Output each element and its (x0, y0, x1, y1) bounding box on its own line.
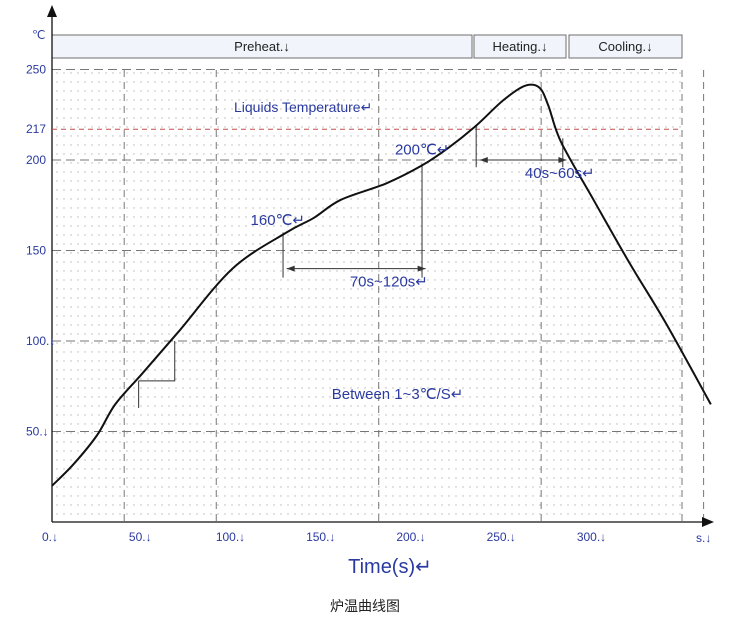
y-tick-label: 150 (26, 244, 46, 258)
dotted-background (52, 70, 682, 522)
x-axis-arrow-icon (702, 517, 714, 527)
annotation-label: 160℃↵ (251, 212, 305, 229)
x-axis-label: Time(s)↵ (348, 556, 432, 578)
phase-box-cooling (568, 34, 683, 59)
reference-line: Liquids Temperature↵ (52, 99, 682, 130)
axes: ℃ s.↓ (32, 5, 714, 545)
x-tick-label: 0.↓ (42, 530, 58, 544)
dot-pattern-area (52, 70, 682, 522)
phase-bar: Preheat.↓ Heating.↓ Cooling.↓ (51, 34, 683, 59)
x-tick-label: 250.↓ (487, 530, 516, 544)
phase-box-heating (473, 34, 567, 59)
y-tick-label: 50.↓ (26, 425, 49, 439)
x-tick-label: 150.↓ (306, 530, 335, 544)
x-tick-label: 50.↓ (129, 530, 152, 544)
annotation-label: 40s~60s↵ (525, 165, 595, 182)
arrow-left-icon (286, 265, 295, 272)
liquidus-label: Liquids Temperature↵ (234, 99, 372, 115)
arrow-left-icon (479, 157, 488, 163)
phase-label: Cooling.↓ (598, 39, 652, 54)
annotation-label: Between 1~3℃/S↵ (332, 386, 464, 403)
y-axis-arrow-icon (47, 5, 57, 17)
slope-triangle (138, 341, 176, 382)
guide-lines (138, 125, 567, 408)
y-unit-label: ℃ (32, 28, 45, 42)
annotation-label: 200℃↵ (395, 142, 449, 159)
y-tick-label: 100.↓ (26, 334, 55, 348)
phase-label: Preheat.↓ (234, 39, 290, 54)
y-tick-label: 217 (26, 122, 46, 136)
x-tick-label: 300.↓ (577, 530, 606, 544)
annotation-label: 70s~120s↵ (350, 274, 428, 291)
arrow-right-icon (558, 157, 567, 163)
y-tick-label: 250 (26, 63, 46, 77)
y-tick-label: 200 (26, 153, 46, 167)
grid (52, 69, 705, 522)
figure-caption: 炉温曲线图 (330, 599, 400, 615)
phase-label: Heating.↓ (493, 39, 548, 54)
arrow-right-icon (417, 265, 426, 272)
series (51, 83, 712, 487)
temperature-curve (51, 83, 712, 487)
tick-labels: 0.↓ 50.↓ 100.↓ 150.↓ 200.↓ 250.↓ 300.↓ 50.↓ 100.… (26, 63, 606, 545)
x-tick-label: 100.↓ (216, 530, 245, 544)
annotations: 160℃↵ 200℃↵ 70s~120s↵ 40s~60s↵ Between 1~3℃/… (251, 142, 595, 403)
x-tick-label: 200.↓ (396, 530, 425, 544)
x-unit-label: s.↓ (696, 531, 711, 545)
